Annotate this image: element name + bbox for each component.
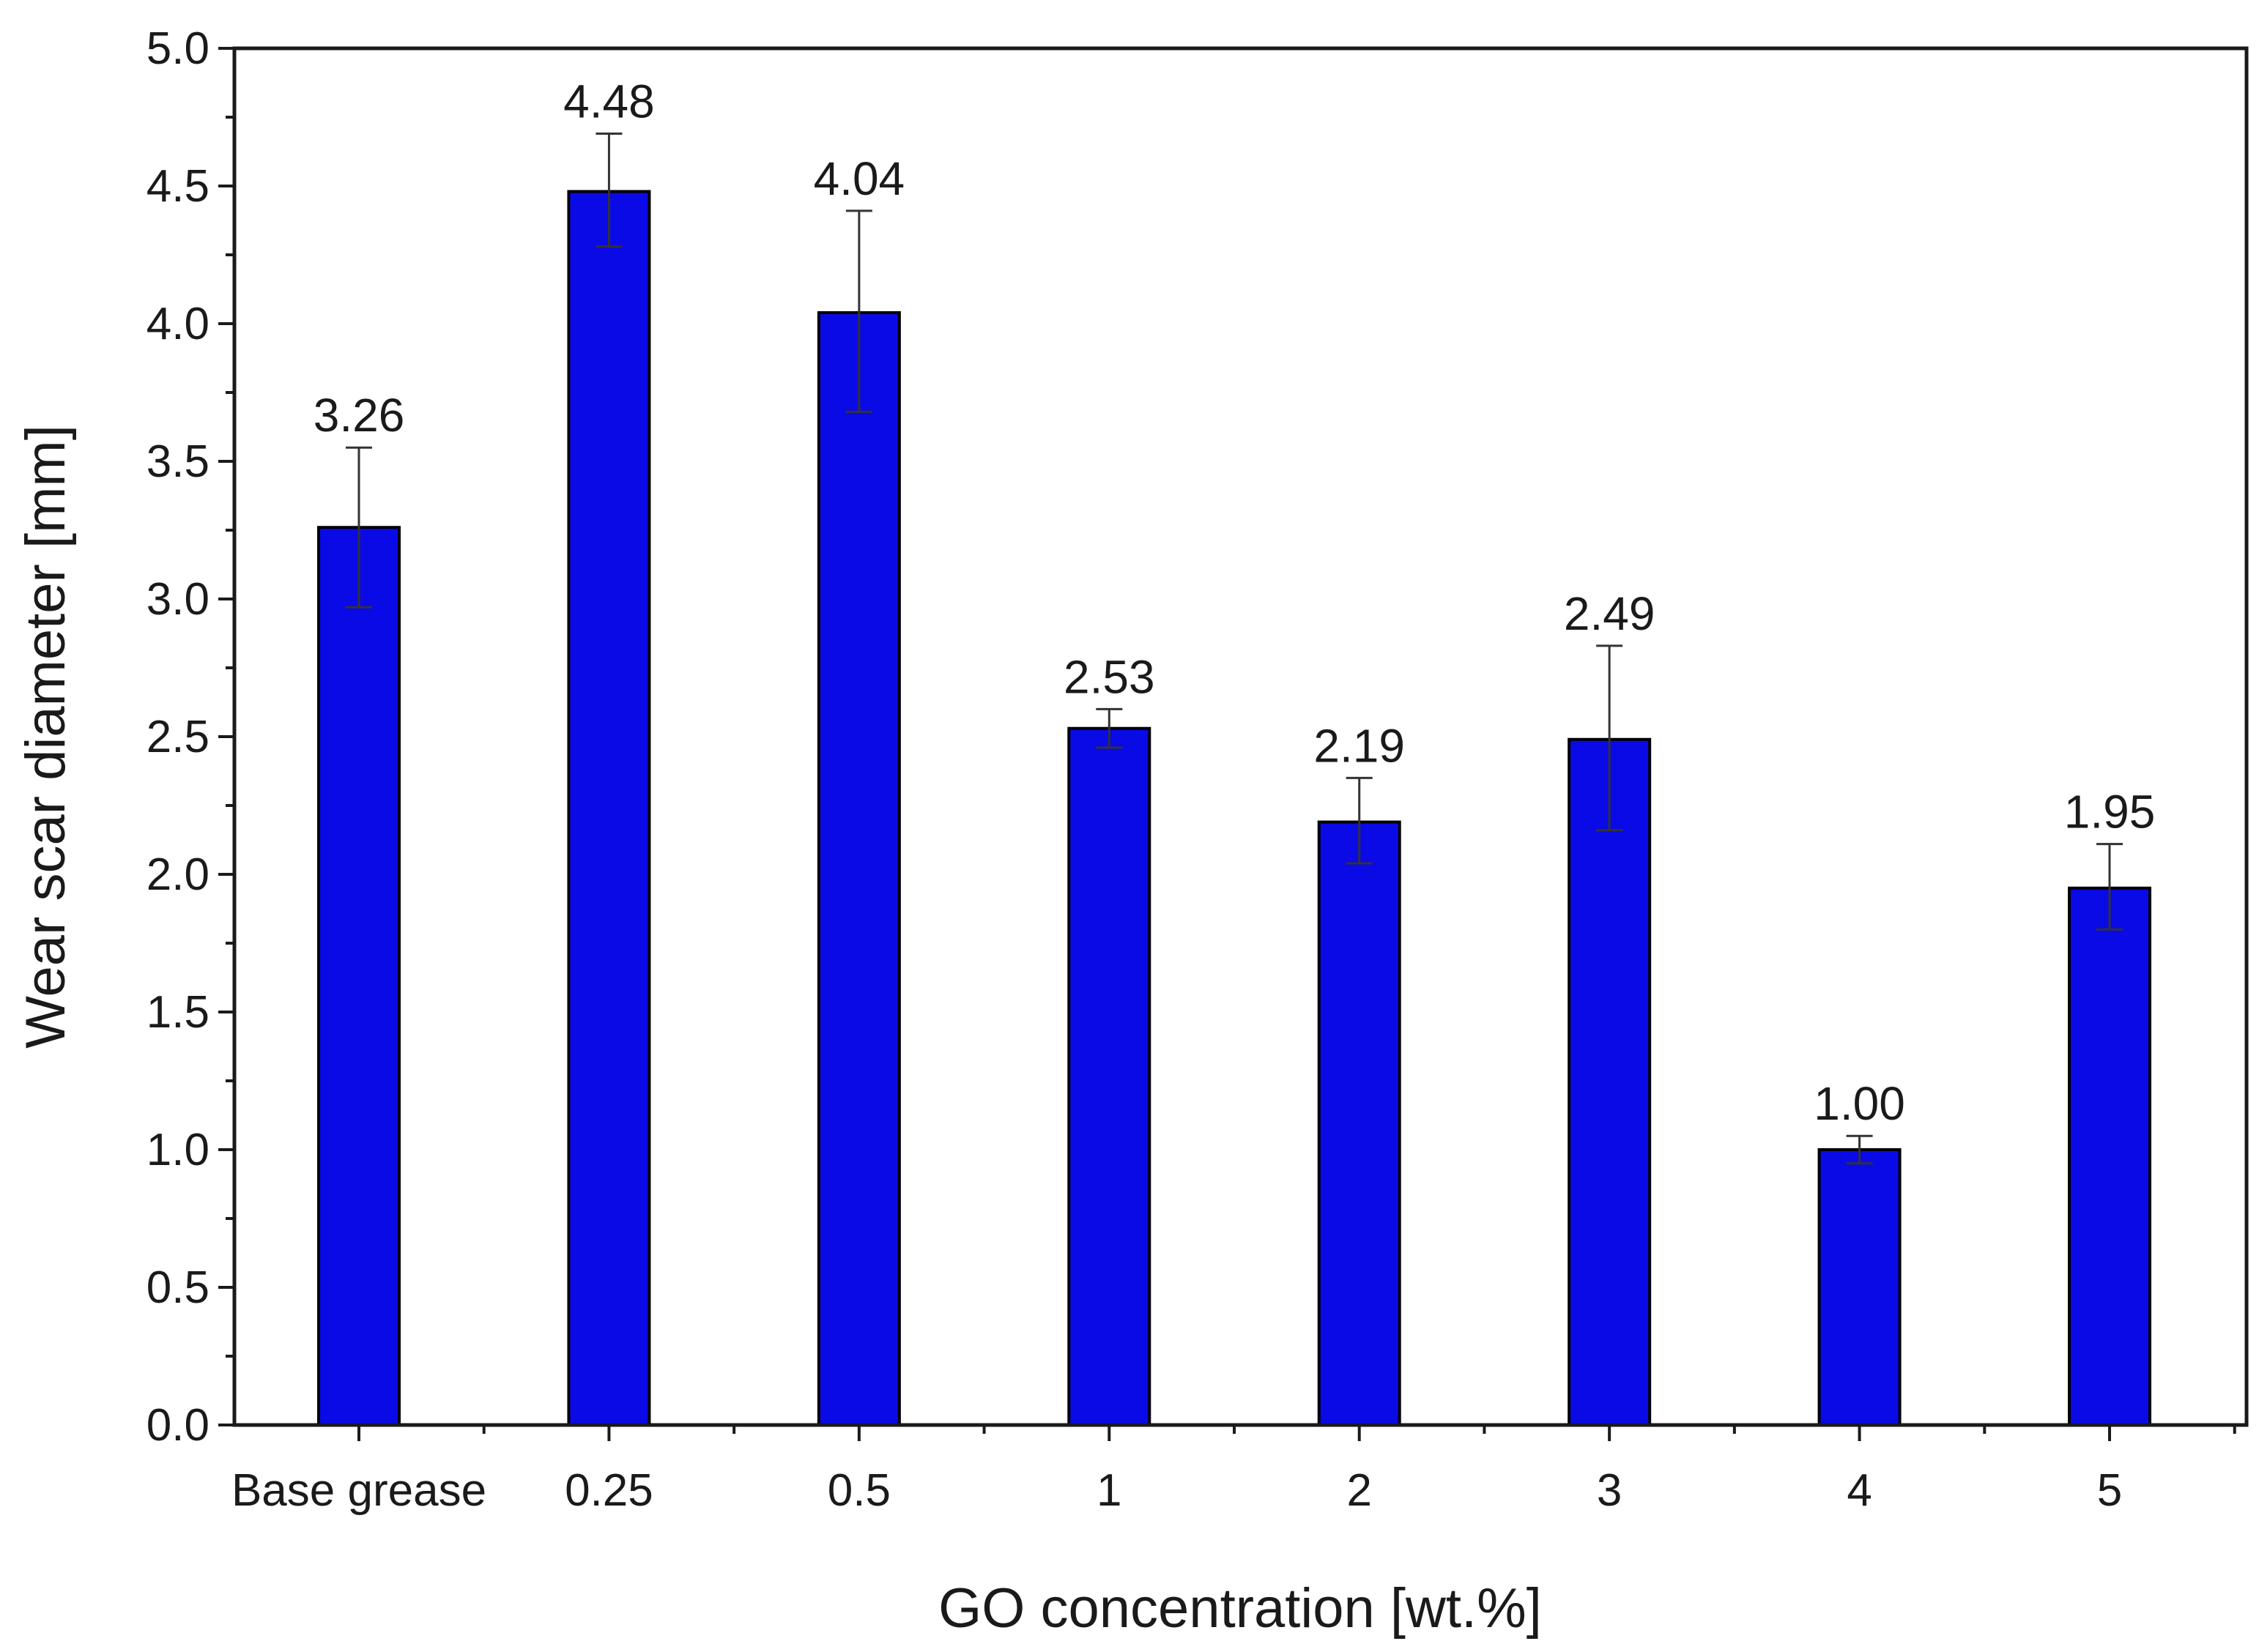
bar-value-label: 2.53: [1064, 650, 1155, 703]
x-axis-title: GO concentration [wt.%]: [938, 1577, 1542, 1640]
y-tick-label: 5.0: [146, 23, 209, 74]
y-tick-label: 3.5: [146, 436, 209, 487]
bar: [2068, 886, 2151, 1427]
bar: [1317, 820, 1401, 1427]
y-tick-label: 1.5: [146, 987, 209, 1038]
y-tick-label: 3.0: [146, 574, 209, 625]
x-tick-label: 5: [2097, 1465, 2122, 1516]
x-tick-label: 1: [1097, 1465, 1121, 1516]
bar-value-label: 4.48: [563, 75, 655, 128]
bar-value-label: 2.49: [1564, 587, 1655, 640]
y-axis-title: Wear scar diameter [mm]: [15, 425, 77, 1049]
bar-value-label: 2.19: [1313, 719, 1405, 772]
bar-value-label: 4.04: [814, 152, 905, 205]
bar: [317, 526, 401, 1426]
y-tick-label: 0.5: [146, 1262, 209, 1313]
x-tick-label: 2: [1346, 1465, 1371, 1516]
bar: [1568, 737, 1652, 1426]
bar: [567, 190, 651, 1426]
y-tick-label: 1.0: [146, 1125, 209, 1175]
y-tick-label: 2.5: [146, 712, 209, 762]
x-tick-label: 0.25: [565, 1465, 653, 1516]
bar-series: [317, 190, 2151, 1427]
y-tick-label: 0.0: [146, 1400, 209, 1451]
bar-value-label: 1.00: [1814, 1077, 1905, 1130]
y-axis-ticks: [218, 47, 234, 1426]
x-axis-ticks: [357, 1425, 2236, 1441]
y-axis-tick-labels: 0.0 0.5 1.0 1.5 2.0 2.5 3.0 3.5 4.0 4.5 5.0: [146, 23, 209, 1451]
bar: [1067, 726, 1151, 1426]
x-tick-label: 4: [1847, 1465, 1872, 1516]
x-tick-label: Base grease: [231, 1465, 486, 1516]
value-labels: 3.26 4.48 4.04 2.53 2.19 2.49 1.00 1.95: [314, 75, 2156, 1131]
y-tick-label: 4.5: [146, 161, 209, 212]
bar: [817, 310, 901, 1427]
error-bars: [346, 133, 2123, 1165]
x-tick-label: 0.5: [828, 1465, 891, 1516]
y-tick-label: 4.0: [146, 299, 209, 349]
y-tick-label: 2.0: [146, 849, 209, 900]
x-tick-label: 3: [1597, 1465, 1622, 1516]
bar-value-label: 3.26: [314, 389, 405, 442]
bar: [1817, 1148, 1902, 1426]
x-axis-tick-labels: Base grease 0.25 0.5 1 2 3 4 5: [231, 1465, 2122, 1516]
bar-value-label: 1.95: [2064, 786, 2156, 838]
plot-frame: [232, 46, 2249, 1427]
